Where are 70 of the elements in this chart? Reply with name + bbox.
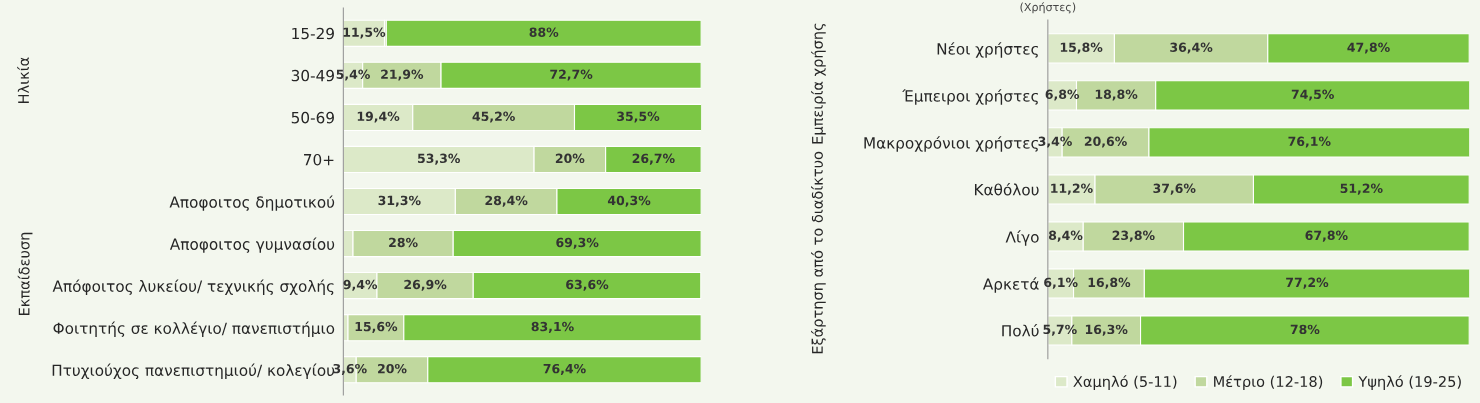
y-tick-label: Καθόλου xyxy=(974,182,1039,196)
text: Εκπαίδευση xyxy=(17,232,33,316)
y-tick-label: Πολύ xyxy=(1002,324,1039,337)
data-label: 5,7% xyxy=(1043,324,1077,336)
data-label: 20% xyxy=(555,153,585,164)
y-axis-title: (Χρήστες) xyxy=(1020,2,1076,14)
y-tick-label: Αρκετά xyxy=(982,277,1039,293)
y-tick-label: Φοιτητής σε κολλέγιο/ πανεπιστήμιο xyxy=(53,321,335,337)
data-label: 40,3% xyxy=(607,195,651,207)
text: Εμπειρία χρήσης xyxy=(811,23,826,144)
data-label: 18,8% xyxy=(1095,89,1138,101)
data-label: 51,2% xyxy=(1340,183,1383,195)
y-tick-label: 50-69 xyxy=(291,111,334,124)
data-label: 69,3% xyxy=(556,237,599,249)
legend-label: Χαμηλό (5-11) xyxy=(1073,375,1177,390)
y-tick-label: Μακροχρόνιοι χρήστες xyxy=(864,136,1038,152)
data-label: 15,6% xyxy=(355,321,398,333)
data-label: 47,8% xyxy=(1347,42,1390,54)
data-label: 63,6% xyxy=(566,279,609,291)
y-tick-label: Έμπειροι χρήστες xyxy=(902,89,1038,105)
data-label: 16,8% xyxy=(1088,277,1131,289)
data-label: 16,3% xyxy=(1085,324,1128,336)
data-label: 36,4% xyxy=(1170,42,1213,54)
data-label: 28,4% xyxy=(485,195,528,207)
data-label: 11,5% xyxy=(343,27,386,39)
data-label: 3,6% xyxy=(333,363,367,375)
data-label: 77,2% xyxy=(1286,277,1329,289)
data-label: 88% xyxy=(529,27,559,37)
data-label: 26,9% xyxy=(404,279,447,291)
data-label: 21,9% xyxy=(381,69,424,81)
y-tick-label: Πτυχιούχος πανεπιστημιού/ κολεγίου xyxy=(52,363,335,380)
y-tick-label: 30-49 xyxy=(291,69,334,82)
data-label: 72,7% xyxy=(550,69,593,81)
data-label: 35,5% xyxy=(617,111,660,123)
data-label: 83,1% xyxy=(531,321,574,333)
y-tick-label: 15-29 xyxy=(292,27,334,40)
data-label: 20,6% xyxy=(1084,136,1127,148)
data-label: 6,8% xyxy=(1045,89,1080,101)
data-label: 8,4% xyxy=(1048,230,1083,242)
y-tick-label: Αποφοιτος δημοτικού xyxy=(169,195,335,211)
y-tick-label: Αποφοιτος γυμνασίου xyxy=(169,237,335,253)
y-tick-label: Λίγο xyxy=(1005,230,1039,246)
data-label: 3,4% xyxy=(1038,136,1072,148)
data-label: 74,5% xyxy=(1291,89,1334,101)
data-label: 20% xyxy=(378,363,407,374)
text: Ηλικία xyxy=(17,57,30,104)
data-label: 31,3% xyxy=(378,195,421,207)
data-label: 11,2% xyxy=(1051,183,1093,195)
data-label: 28% xyxy=(389,237,418,248)
y-tick-label: Απόφοιτος λυκείου/ τεχνικής σχολής xyxy=(52,279,334,295)
data-label: 26,7% xyxy=(632,153,675,165)
legend-label: Υψηλό (19-25) xyxy=(1358,375,1461,390)
data-label: 6,1% xyxy=(1044,277,1078,289)
text: Εξάρτηση από το διαδίκτυο xyxy=(811,151,826,354)
data-label: 9,4% xyxy=(343,279,378,291)
data-label: 5,4% xyxy=(336,69,370,81)
y-tick-label: 70+ xyxy=(304,153,334,166)
bar xyxy=(385,19,702,47)
data-label: 37,6% xyxy=(1153,183,1196,195)
data-label: 45,2% xyxy=(472,111,515,123)
data-label: 53,3% xyxy=(418,153,460,165)
data-label: 76,4% xyxy=(543,363,586,375)
data-label: 67,8% xyxy=(1305,230,1348,242)
data-label: 78% xyxy=(1290,324,1320,335)
data-label: 76,1% xyxy=(1288,136,1331,148)
data-label: 15,8% xyxy=(1060,42,1103,54)
legend-label: Μέτριο (12-18) xyxy=(1214,375,1323,390)
data-label: 19,4% xyxy=(357,111,400,123)
data-label: 23,8% xyxy=(1112,230,1155,242)
y-tick-label: Νέοι χρήστες xyxy=(937,42,1038,58)
